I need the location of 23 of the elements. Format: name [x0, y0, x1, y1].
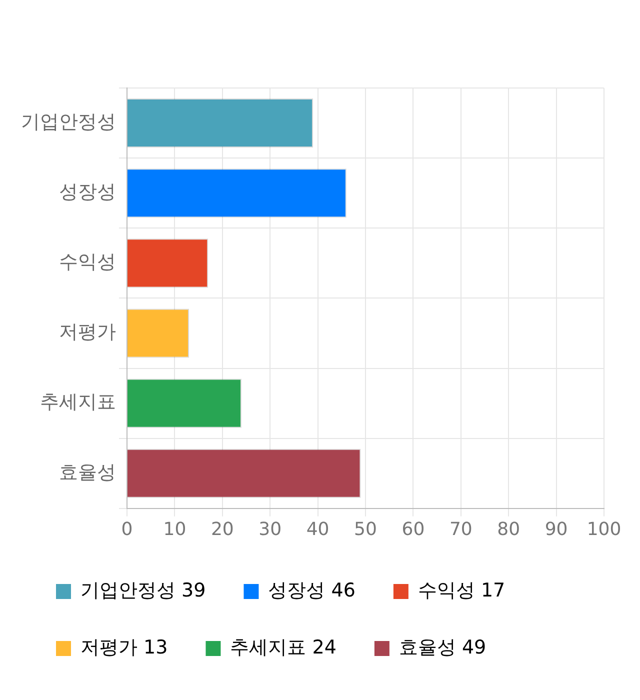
x-tick-label: 30: [258, 518, 282, 540]
x-tick-label: 40: [306, 518, 330, 540]
x-tick-label: 50: [354, 518, 377, 540]
legend-label: 수익성 17: [418, 579, 506, 602]
y-tick-label: 수익성: [59, 251, 116, 274]
y-tick-label: 효율성: [59, 461, 116, 484]
x-tick-label: 20: [210, 518, 234, 540]
x-tick-label: 10: [163, 518, 186, 540]
x-tick-label: 60: [402, 518, 425, 540]
x-tick-label: 0: [121, 518, 133, 540]
legend-label: 기업안정성 39: [80, 579, 206, 602]
legend-label: 성장성 46: [268, 579, 356, 602]
x-tick-label: 80: [497, 518, 520, 540]
legend-label: 추세지표 24: [230, 636, 336, 658]
x-tick-label: 90: [544, 518, 568, 540]
x-tick-label: 100: [586, 518, 622, 540]
x-tick-label: 70: [449, 518, 472, 540]
y-tick-label: 추세지표: [40, 391, 116, 414]
y-tick-label: 저평가: [59, 321, 116, 344]
legend-label: 효율성 49: [398, 636, 486, 658]
legend-label: 저평가 13: [80, 636, 168, 658]
y-tick-label: 기업안정성: [21, 110, 116, 133]
y-tick-label: 성장성: [59, 181, 116, 204]
